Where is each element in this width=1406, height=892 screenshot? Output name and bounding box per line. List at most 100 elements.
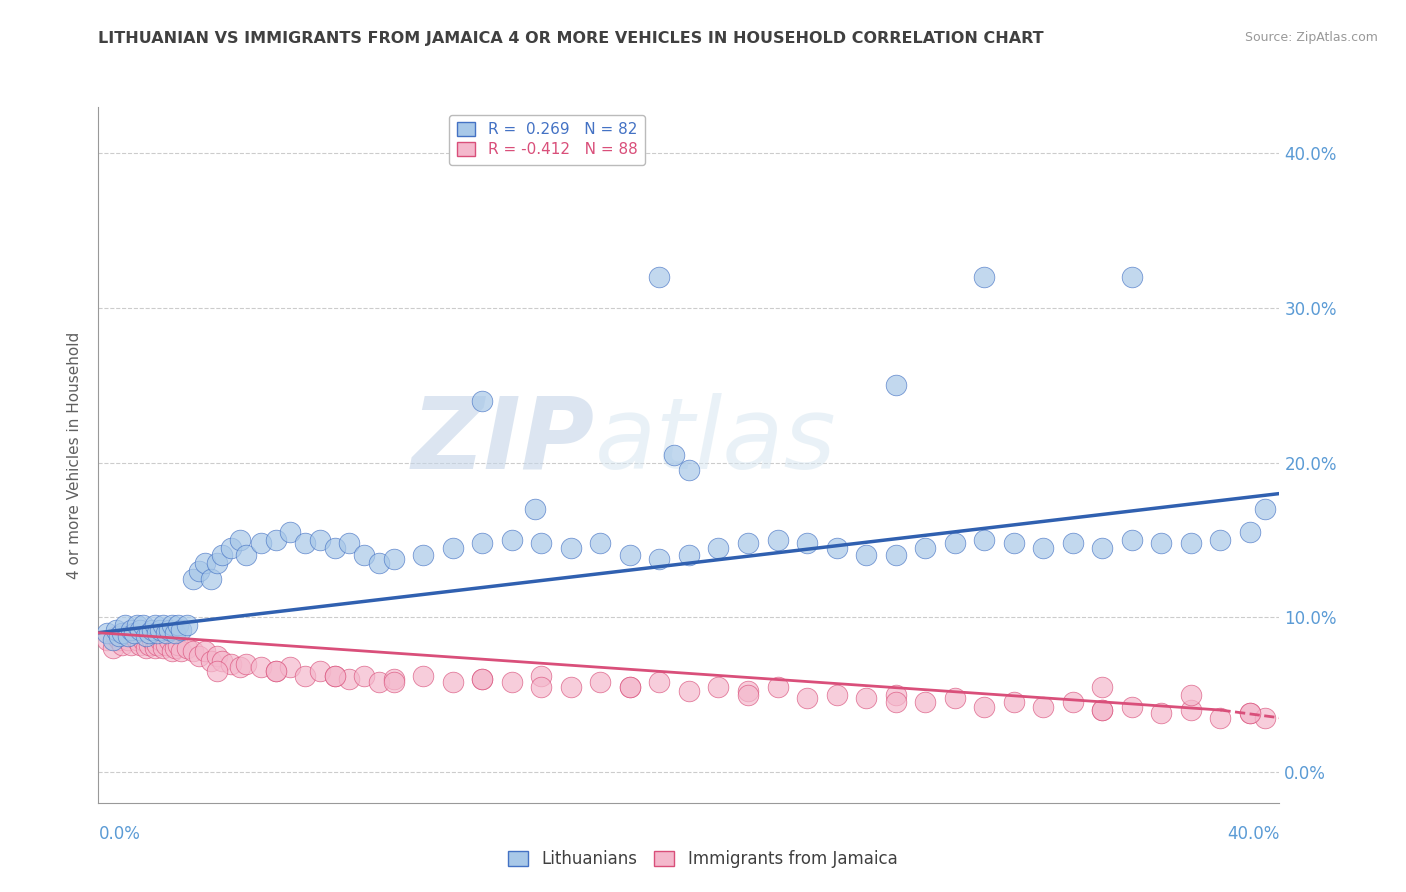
Point [187, 564, 209, 578]
Point [167, 618, 190, 632]
Point [678, 549, 700, 563]
Point [205, 665, 228, 679]
Point [796, 536, 818, 550]
Point [619, 680, 641, 694]
Point [128, 623, 150, 637]
Point [105, 629, 128, 643]
Point [1180, 536, 1202, 550]
Point [176, 618, 198, 632]
Point [1121, 533, 1143, 547]
Point [229, 659, 252, 673]
Point [1091, 703, 1114, 717]
Point [382, 672, 405, 686]
Point [530, 680, 553, 694]
Point [368, 556, 391, 570]
Point [235, 657, 257, 671]
Point [152, 641, 174, 656]
Point [219, 657, 242, 671]
Point [943, 536, 966, 550]
Point [120, 638, 142, 652]
Text: 40.0%: 40.0% [1227, 825, 1279, 843]
Point [1180, 703, 1202, 717]
Point [943, 690, 966, 705]
Legend: Lithuanians, Immigrants from Jamaica: Lithuanians, Immigrants from Jamaica [502, 844, 904, 875]
Point [648, 551, 671, 566]
Point [135, 641, 157, 656]
Point [619, 549, 641, 563]
Point [128, 638, 150, 652]
Point [914, 695, 936, 709]
Point [1209, 711, 1232, 725]
Point [678, 684, 700, 698]
Point [111, 625, 134, 640]
Point [122, 625, 145, 640]
Point [167, 638, 190, 652]
Point [855, 549, 877, 563]
Point [155, 625, 177, 640]
Point [211, 549, 233, 563]
Point [1091, 541, 1114, 555]
Point [170, 623, 193, 637]
Point [855, 690, 877, 705]
Point [1121, 270, 1143, 285]
Point [1002, 695, 1025, 709]
Point [973, 533, 995, 547]
Point [264, 665, 287, 679]
Point [96, 625, 118, 640]
Text: ZIP: ZIP [412, 392, 595, 490]
Point [103, 641, 125, 656]
Point [1062, 695, 1084, 709]
Point [678, 463, 700, 477]
Point [200, 654, 222, 668]
Point [157, 633, 180, 648]
Point [125, 633, 148, 648]
Point [1062, 536, 1084, 550]
Point [152, 618, 174, 632]
Point [707, 541, 730, 555]
Point [141, 633, 163, 648]
Point [205, 556, 228, 570]
Point [96, 633, 118, 648]
Point [294, 669, 316, 683]
Point [1239, 706, 1261, 720]
Point [884, 688, 907, 702]
Point [973, 270, 995, 285]
Point [146, 638, 169, 652]
Point [170, 644, 193, 658]
Legend: R =  0.269   N = 82, R = -0.412   N = 88: R = 0.269 N = 82, R = -0.412 N = 88 [450, 115, 645, 165]
Point [1032, 541, 1054, 555]
Point [117, 629, 139, 643]
Point [707, 680, 730, 694]
Point [619, 680, 641, 694]
Point [278, 525, 302, 540]
Point [1254, 711, 1277, 725]
Point [524, 502, 547, 516]
Point [125, 618, 148, 632]
Point [264, 665, 287, 679]
Point [323, 669, 346, 683]
Point [181, 572, 204, 586]
Point [165, 625, 187, 640]
Point [589, 536, 612, 550]
Text: Source: ZipAtlas.com: Source: ZipAtlas.com [1244, 31, 1378, 45]
Point [1121, 700, 1143, 714]
Point [143, 641, 166, 656]
Point [111, 638, 134, 652]
Point [108, 629, 131, 643]
Point [211, 654, 233, 668]
Point [157, 623, 180, 637]
Point [560, 541, 582, 555]
Point [471, 672, 494, 686]
Point [103, 633, 125, 648]
Point [132, 633, 155, 648]
Point [664, 448, 686, 462]
Point [250, 659, 273, 673]
Point [766, 533, 789, 547]
Point [1239, 525, 1261, 540]
Point [149, 623, 172, 637]
Point [1091, 703, 1114, 717]
Point [501, 533, 523, 547]
Point [648, 675, 671, 690]
Point [737, 536, 759, 550]
Point [441, 541, 464, 555]
